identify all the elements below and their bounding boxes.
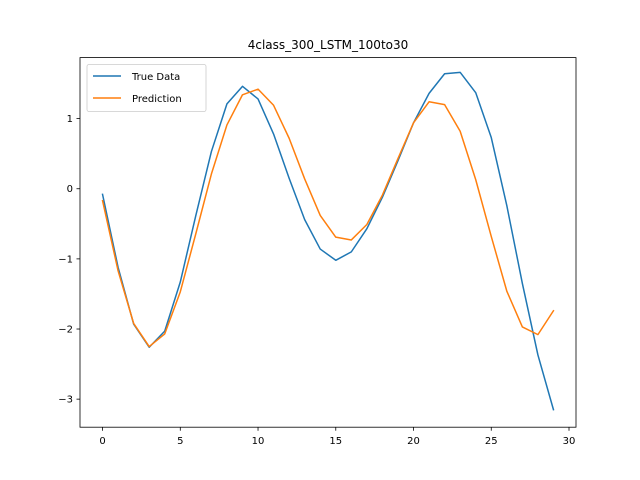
legend: True Data Prediction xyxy=(86,64,207,112)
y-tick-label: 0 xyxy=(67,184,73,195)
x-tick-label: 0 xyxy=(99,436,105,447)
x-tick-label: 30 xyxy=(563,436,576,447)
x-tick-label: 15 xyxy=(329,436,342,447)
legend-label-true-data: True Data xyxy=(131,72,180,83)
y-tick-label: −1 xyxy=(58,254,73,265)
chart-title: 4class_300_LSTM_100to30 xyxy=(248,38,409,52)
y-tick-label: 1 xyxy=(67,114,73,125)
x-tick-label: 5 xyxy=(177,436,183,447)
axes-frame xyxy=(79,57,577,428)
series-line-prediction xyxy=(101,88,555,348)
x-tick-label: 25 xyxy=(485,436,498,447)
x-tick-label: 10 xyxy=(252,436,265,447)
y-tick-label: −2 xyxy=(58,325,73,336)
x-tick-label: 20 xyxy=(407,436,420,447)
plot-area xyxy=(101,71,555,411)
series-line-true-data xyxy=(101,71,555,411)
y-tick-label: −3 xyxy=(58,395,73,406)
legend-label-prediction: Prediction xyxy=(132,94,182,105)
